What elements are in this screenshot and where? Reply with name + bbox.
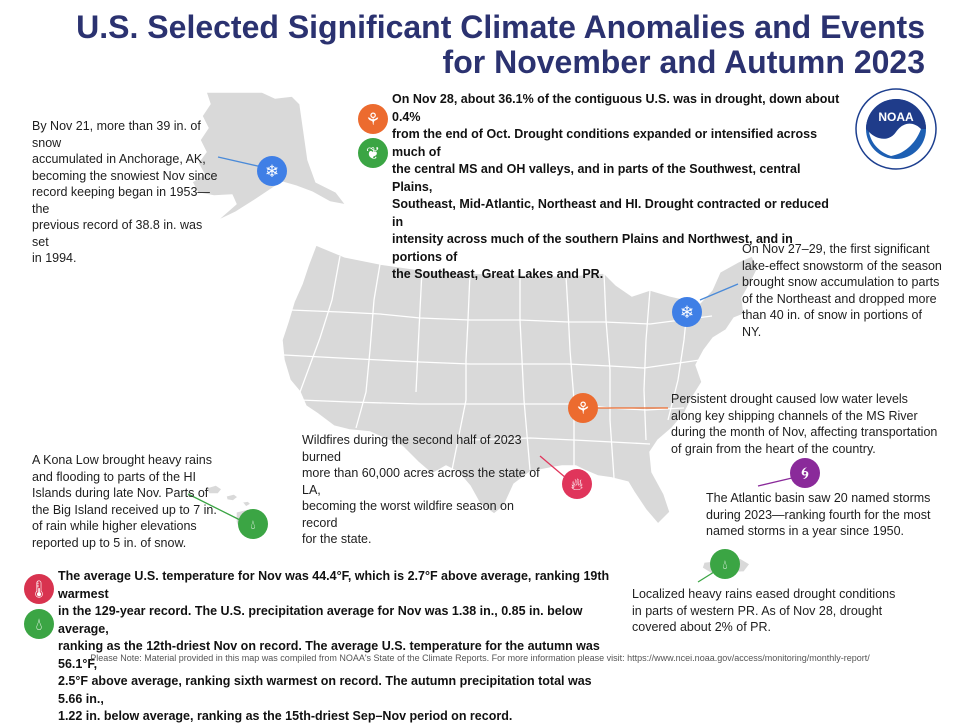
lake-effect-note-line: brought snow accumulation to parts (742, 275, 940, 289)
footer-note: Please Note: Material provided in this m… (90, 653, 870, 663)
lake-effect-note-line: lake-effect snowstorm of the season (742, 258, 942, 273)
drought-note-line: Southeast, Mid-Atlantic, Northeast and H… (392, 197, 829, 229)
alaska-note-line: becoming the snowiest Nov since (32, 168, 218, 183)
hawaii-note-line: reported up to 5 in. of snow. (32, 535, 187, 550)
national-summary-line: The average U.S. temperature for Nov was… (58, 569, 610, 601)
alaska-note-line: in 1994. (32, 251, 77, 265)
hawaii-note-line: the Big Island received up to 7 in. (32, 502, 217, 517)
raindrop-icon: 💧︎ (24, 609, 54, 639)
thermometer-icon: 🌡︎ (24, 574, 54, 604)
flame-icon: 🔥︎ (562, 469, 592, 499)
pr-note-line: in parts of western PR. As of Nov 28, dr… (632, 603, 883, 618)
hawaii-note-line: and flooding to parts of the HI (32, 469, 196, 484)
atlantic-note-line: during 2023—ranking fourth for the most (706, 507, 931, 522)
hawaii-note-line: of rain while higher elevations (32, 519, 197, 533)
drought-note-line: intensity across much of the southern Pl… (392, 232, 793, 264)
wildfire-note-line: Wildfires during the second half of 2023… (302, 433, 522, 464)
map-title-line-1: U.S. Selected Significant Climate Anomal… (76, 9, 925, 45)
pr-note-line: covered about 2% of PR. (632, 620, 771, 634)
pr-note-line: Localized heavy rains eased drought cond… (632, 587, 896, 601)
alaska-note-line: previous record of 38.8 in. was set (32, 218, 203, 249)
ms-river-drought-note: Persistent drought caused low water leve… (671, 391, 941, 457)
noaa-logo-text: NOAA (878, 110, 914, 124)
map-title-line-2: for November and Autumn 2023 (442, 44, 925, 80)
wildfire-note-line: becoming the worst wildfire season on re… (302, 499, 514, 530)
national-summary-line: 2.5°F above average, ranking sixth warme… (58, 674, 592, 706)
wildfire-note-line: for the state. (302, 532, 372, 546)
atlantic-note-line: named storms in a year since 1950. (706, 524, 905, 538)
ms-river-note-line: during the month of Nov, affecting trans… (671, 425, 938, 439)
wildfire-note-line: more than 60,000 acres across the state … (302, 466, 540, 497)
drought-note-line: the Southeast, Great Lakes and PR. (392, 267, 604, 281)
national-summary-note: The average U.S. temperature for Nov was… (58, 568, 618, 726)
snowflake-icon: ❄ (672, 297, 702, 327)
lake-effect-snow-note: On Nov 27–29, the first significant lake… (742, 241, 942, 340)
snowflake-icon: ❄ (257, 156, 287, 186)
hurricane-icon: 🌀︎ (790, 458, 820, 488)
drought-summary-note: On Nov 28, about 36.1% of the contiguous… (392, 91, 842, 284)
healthy-plant-icon: ❦ (358, 138, 388, 168)
national-summary-line: ranking as the 12th-driest Nov on record… (58, 639, 600, 671)
drought-note-line: the central MS and OH valleys, and in pa… (392, 162, 801, 194)
louisiana-wildfire-note: Wildfires during the second half of 2023… (302, 432, 552, 548)
lake-effect-note-line: than 40 in. of snow in portions of NY. (742, 308, 922, 339)
ms-river-note-line: of grain from the heart of the country. (671, 441, 876, 456)
raindrops-icon: 💧︎ (238, 509, 268, 539)
lake-effect-note-line: On Nov 27–29, the first significant (742, 242, 930, 256)
hawaii-note-line: A Kona Low brought heavy rains (32, 453, 212, 467)
us-map (187, 91, 793, 583)
alaska-snow-note: By Nov 21, more than 39 in. of snow accu… (32, 118, 222, 267)
alaska-note-line: record keeping began in 1953—the (32, 185, 210, 216)
drought-note-line: On Nov 28, about 36.1% of the contiguous… (392, 92, 840, 124)
alaska-note-line: By Nov 21, more than 39 in. of snow (32, 119, 201, 150)
puerto-rico-note: Localized heavy rains eased drought cond… (632, 586, 912, 636)
hawaii-kona-low-note: A Kona Low brought heavy rains and flood… (32, 452, 222, 551)
noaa-logo: NOAA (855, 88, 937, 170)
national-summary-line: 1.22 in. below average, ranking as the 1… (58, 709, 513, 723)
ms-river-note-line: along key shipping channels of the MS Ri… (671, 408, 918, 423)
lake-effect-note-line: of the Northeast and dropped more (742, 291, 937, 306)
alaska-note-line: accumulated in Anchorage, AK, (32, 152, 206, 166)
national-summary-line: in the 129-year record. The U.S. precipi… (58, 604, 583, 636)
hawaii-note-line: Islands during late Nov. Parts of (32, 486, 209, 500)
ms-river-note-line: Persistent drought caused low water leve… (671, 392, 908, 406)
drought-note-line: from the end of Oct. Drought conditions … (392, 127, 818, 159)
dry-plant-icon: ⚘ (358, 104, 388, 134)
dry-plant-icon: ⚘ (568, 393, 598, 423)
raindrops-icon: 💧︎ (710, 549, 740, 579)
atlantic-note-line: The Atlantic basin saw 20 named storms (706, 491, 931, 505)
atlantic-storms-note: The Atlantic basin saw 20 named storms d… (706, 490, 946, 540)
